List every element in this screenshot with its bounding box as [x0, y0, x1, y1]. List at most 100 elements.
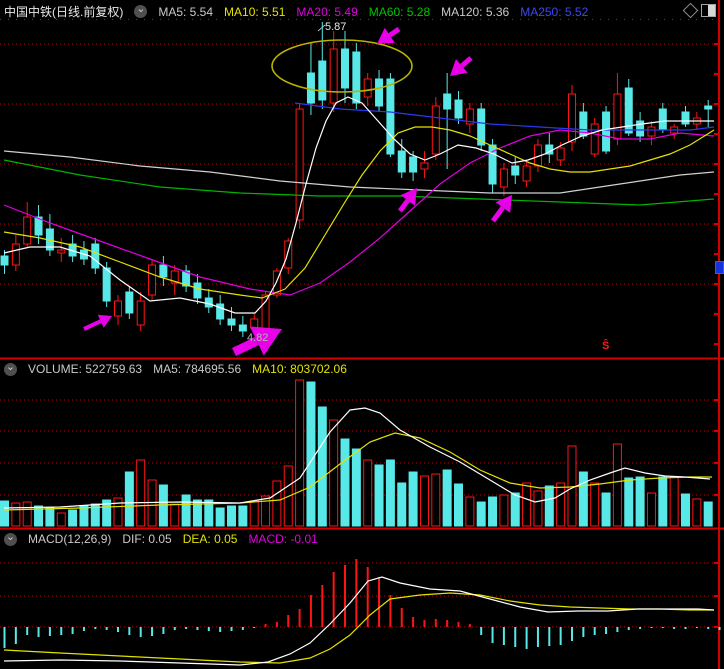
candle	[238, 324, 247, 332]
annotation-arrow-shaft	[490, 206, 505, 223]
candle	[0, 255, 9, 266]
volume-bar	[56, 512, 66, 527]
volume-bar	[329, 419, 339, 527]
candle	[590, 123, 599, 155]
candle	[375, 78, 384, 107]
volume-bar	[136, 459, 146, 527]
dif-value: DIF: 0.05	[122, 532, 172, 546]
candle	[34, 216, 43, 236]
volume-bar	[510, 492, 520, 527]
volume-bar	[374, 464, 384, 527]
volume-bar	[34, 505, 44, 527]
annotation-arrow-head	[400, 188, 417, 206]
macd-canvas[interactable]	[0, 530, 718, 669]
candle	[272, 270, 281, 296]
volume-bar	[11, 502, 21, 527]
volume-bar	[533, 490, 543, 527]
volume-bar	[340, 438, 350, 527]
collapse-volume-chevron-icon[interactable]: ⌄	[4, 361, 17, 376]
candle	[477, 108, 486, 146]
annotation-arrow-head	[97, 314, 112, 328]
macd-value: MACD: -0.01	[248, 532, 318, 546]
candle	[443, 93, 452, 110]
candle	[193, 282, 202, 299]
legend-ma10: MA10: 5.51	[224, 4, 286, 19]
volume-bar	[431, 473, 441, 527]
candle	[102, 267, 111, 302]
volume-bar	[124, 471, 134, 527]
candle	[681, 111, 690, 125]
volume-bar	[45, 507, 55, 527]
volume-bar	[522, 482, 532, 527]
volume-bar	[227, 505, 236, 527]
volume-bar	[363, 459, 373, 527]
candle	[420, 162, 429, 170]
volume-bar	[204, 499, 214, 527]
candle	[341, 48, 349, 89]
candle	[295, 108, 304, 221]
volume-bar	[635, 476, 645, 527]
annotation-arrow-shaft	[460, 56, 473, 68]
candle	[216, 303, 225, 320]
candle	[568, 93, 576, 143]
macd-dea-line	[3, 592, 714, 664]
candle	[91, 243, 100, 269]
stock-title: 中国中铁(日线.前复权)	[4, 5, 124, 19]
candle	[114, 300, 122, 317]
peak-pointer-line	[317, 24, 326, 32]
volume-bar	[261, 495, 271, 527]
volume-bar	[22, 501, 32, 527]
ma20-line	[3, 129, 715, 296]
legend-ma120: MA120: 5.36	[441, 4, 510, 19]
candle	[363, 78, 372, 98]
volume-bar	[556, 482, 566, 527]
collapse-macd-chevron-icon[interactable]: ⌄	[4, 531, 17, 546]
window-icon[interactable]	[701, 4, 716, 17]
annotation-arrow-head	[450, 59, 468, 76]
candle	[465, 108, 474, 125]
main-chart-header: 中国中铁(日线.前复权) ⌄ MA5: 5.54 MA10: 5.51 MA20…	[4, 3, 588, 20]
volume-ma5-value: MA5: 784695.56	[153, 362, 242, 376]
volume-bar	[215, 507, 225, 527]
candle	[227, 318, 236, 326]
volume-bar	[454, 483, 463, 527]
volume-bar	[238, 505, 248, 527]
volume-ma10-value: MA10: 803702.06	[252, 362, 347, 376]
volume-bar	[397, 482, 407, 527]
volume-bar	[465, 496, 475, 527]
volume-bar	[295, 379, 305, 527]
ma5-line	[3, 96, 714, 314]
candle	[602, 111, 611, 152]
volume-bar	[192, 499, 202, 527]
volume-bar	[90, 503, 100, 527]
volume-value: VOLUME: 522759.63	[28, 362, 143, 376]
volume-ma10-line	[3, 432, 712, 511]
ma60-line	[3, 159, 715, 206]
volume-bar	[590, 482, 600, 527]
candle	[329, 48, 338, 104]
candle	[386, 78, 395, 155]
candle	[352, 51, 361, 104]
candle	[318, 60, 327, 101]
collapse-main-chevron-icon[interactable]: ⌄	[134, 4, 148, 18]
candle	[704, 105, 713, 110]
volume-bar	[499, 494, 509, 527]
dea-value: DEA: 0.05	[182, 532, 238, 546]
candle	[148, 264, 157, 296]
annotation-arrow-shaft	[397, 198, 410, 213]
volume-bar	[578, 471, 588, 527]
volume-bar	[351, 448, 361, 527]
volume-bar	[544, 485, 554, 527]
candle	[499, 168, 508, 188]
main-chart-canvas[interactable]	[0, 22, 718, 358]
volume-header: ⌄ VOLUME: 522759.63 MA5: 784695.56 MA10:…	[4, 361, 347, 376]
volume-bar	[317, 406, 327, 527]
volume-canvas[interactable]	[0, 360, 718, 527]
volume-bar	[68, 509, 78, 527]
signal-flag: Ŝ	[602, 340, 610, 352]
macd-name: MACD(12,26,9)	[28, 532, 112, 546]
volume-bar	[692, 498, 702, 527]
candle	[284, 240, 293, 269]
annotation-arrow-head	[249, 326, 282, 356]
ma250-line	[294, 102, 715, 131]
